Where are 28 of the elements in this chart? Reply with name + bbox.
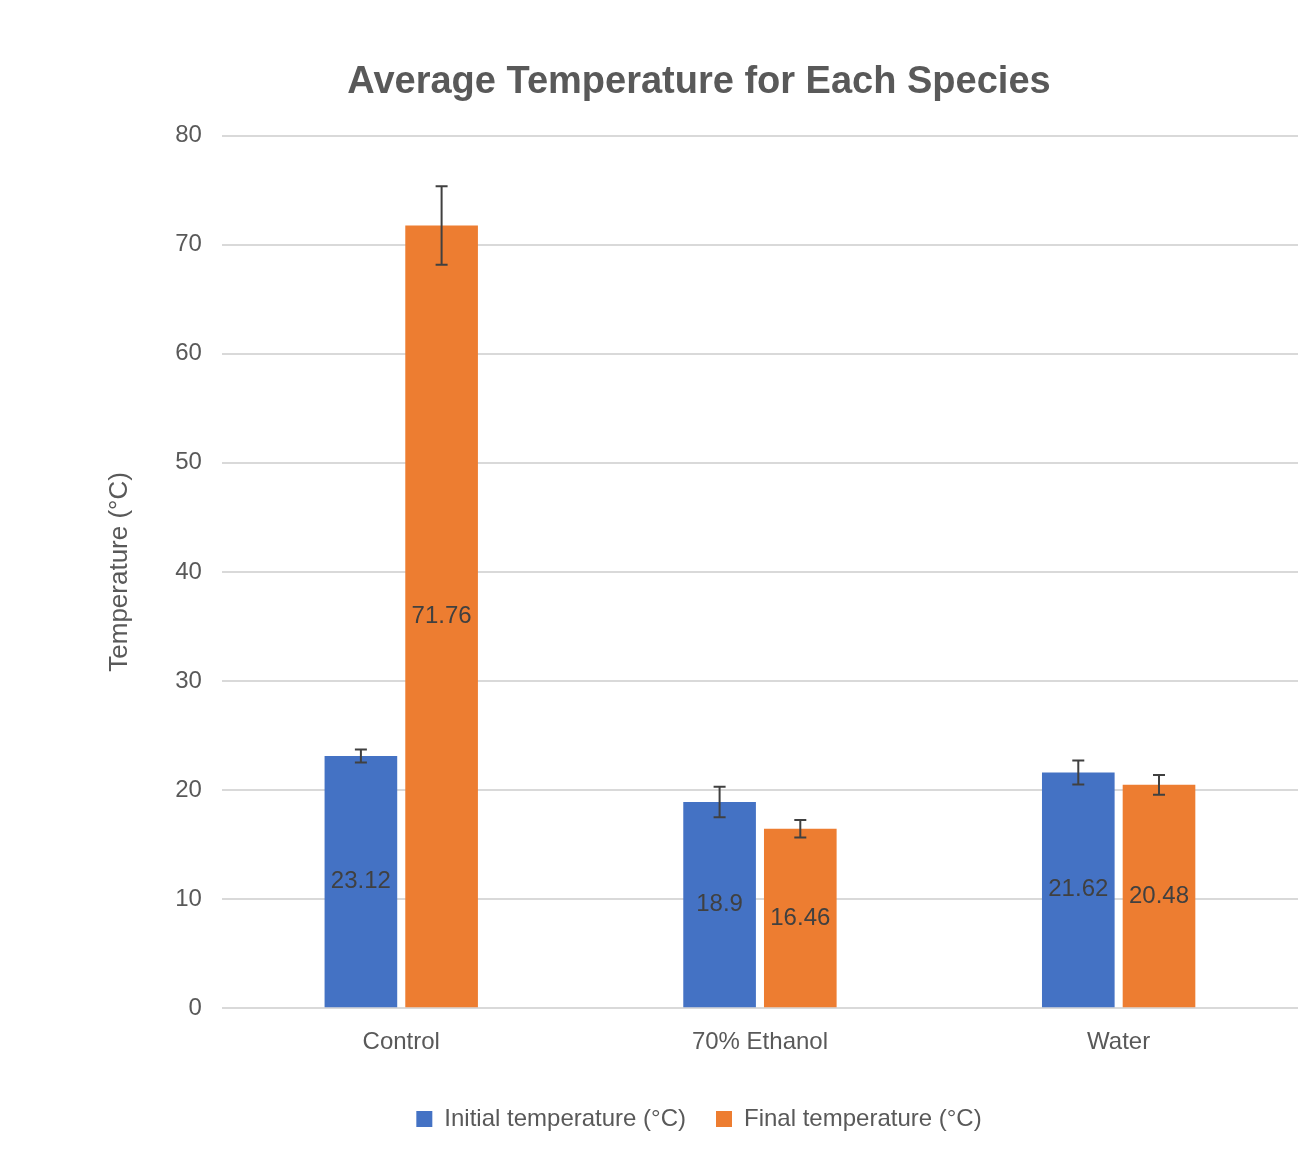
data-label: 18.9 — [696, 889, 743, 917]
data-label: 20.48 — [1128, 880, 1190, 908]
x-tick-label: Control — [362, 1027, 440, 1055]
data-label: 71.76 — [411, 600, 472, 628]
y-tick-label: 60 — [175, 338, 202, 366]
y-tick-label: 20 — [175, 774, 202, 802]
data-label: 21.62 — [1048, 874, 1109, 902]
y-tick-label: 50 — [175, 447, 202, 475]
y-tick-label: 30 — [175, 665, 202, 693]
chart-title: Average Temperature for Each Species — [347, 59, 1051, 102]
y-tick-label: 0 — [188, 992, 202, 1020]
bar — [324, 756, 398, 1008]
bar — [1122, 784, 1196, 1008]
y-tick-label: 40 — [175, 556, 202, 584]
bar — [763, 828, 837, 1008]
bar — [405, 225, 478, 1008]
y-tick-label: 70 — [175, 229, 202, 257]
bar — [683, 802, 756, 1008]
x-tick-label: 70% Ethanol — [691, 1027, 828, 1055]
x-tick-label: Water — [1087, 1027, 1151, 1055]
y-tick-label: 10 — [175, 883, 202, 911]
bar — [1041, 772, 1115, 1008]
y-axis-title: Temperature (°C) — [102, 472, 133, 672]
data-label: 16.46 — [770, 902, 831, 930]
legend-label: Initial temperature (°C) — [444, 1103, 687, 1131]
legend-label: Final temperature (°C) — [744, 1103, 982, 1131]
data-label: 23.12 — [330, 866, 391, 894]
y-tick-label: 80 — [175, 120, 202, 148]
